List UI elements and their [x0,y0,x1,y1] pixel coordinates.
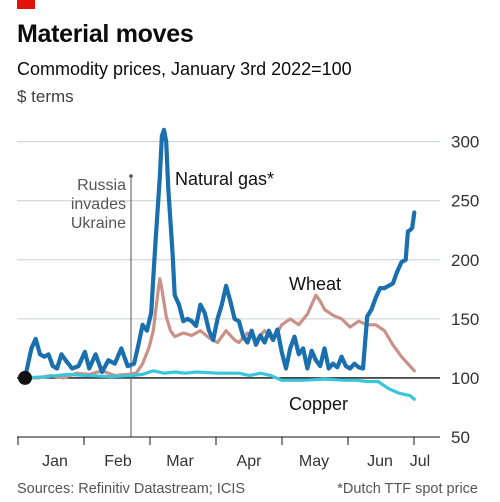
x-tick-label: Feb [104,453,132,470]
series-line-natural-gas [22,127,417,380]
chart-title: Material moves [17,20,194,48]
annotation-dot [129,174,133,178]
start-point-dot [18,370,32,385]
annotation-text: Ukraine [71,215,126,232]
x-tick-label: Mar [166,453,194,470]
series-lines [18,127,417,401]
x-tick-label: May [299,453,329,470]
series-labels: Natural gas* Wheat Copper [175,169,348,414]
annotation-text: Russia [77,177,126,194]
y-tick-label: 50 [451,428,470,447]
y-tick-label: 200 [451,251,479,270]
footnote: *Dutch TTF spot price [337,481,478,497]
chart-subtitle: Commodity prices, January 3rd 2022=100 [17,59,352,79]
unit-label: $ terms [17,87,74,106]
y-tick-label: 250 [451,192,479,211]
y-tick-label: 300 [451,133,479,152]
x-tick-label: Apr [237,453,263,470]
series-label-natural-gas: Natural gas* [175,169,274,189]
y-axis-labels: 50 100 150 200 250 300 [451,133,479,447]
annotation-text: invades [71,196,126,213]
x-tick-label: Jan [42,453,68,470]
source-note: Sources: Refinitiv Datastream; ICIS [17,481,246,497]
y-tick-label: 150 [451,310,479,329]
grid-lines [17,141,440,438]
y-tick-label: 100 [451,369,479,388]
annotation: Russia invades Ukraine [71,174,133,437]
series-label-wheat: Wheat [289,274,341,294]
x-axis: Jan Feb Mar Apr May Jun Jul [17,436,440,470]
x-tick-label: Jun [367,453,393,470]
brand-tag [17,0,35,9]
series-line-copper [23,369,416,401]
series-label-copper: Copper [289,394,348,414]
x-tick-label: Jul [410,453,430,470]
